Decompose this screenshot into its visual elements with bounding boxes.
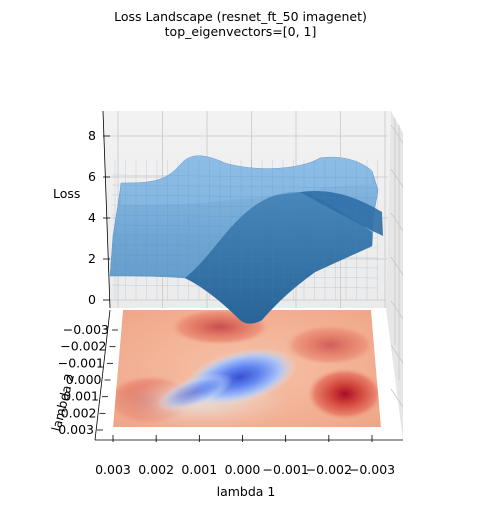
x-tick-label: −0.002 xyxy=(306,462,352,477)
surface-mesh-line xyxy=(111,264,379,269)
right-gridline xyxy=(390,212,404,232)
y-tick-label: 0.001 xyxy=(63,389,99,404)
x-tick-label: −0.003 xyxy=(349,462,395,477)
z-tick-label: 2 xyxy=(88,251,96,266)
loss-surface xyxy=(109,155,383,324)
surface-mesh-line xyxy=(111,274,379,279)
x-axis-label: lambda 1 xyxy=(217,484,276,499)
x-tick-label: 0.002 xyxy=(138,462,174,477)
x-tick-label: 0.001 xyxy=(181,462,217,477)
surface-mesh-line xyxy=(111,194,379,199)
right-gridline xyxy=(390,344,404,364)
y-axis-line xyxy=(94,309,111,441)
z-axis-label: Loss xyxy=(53,186,80,201)
chart-title: Loss Landscape (resnet_ft_50 imagenet) xyxy=(114,9,367,24)
x-tick-label: −0.001 xyxy=(263,462,309,477)
z-axis-line xyxy=(102,110,111,309)
x-tick-label: 0.000 xyxy=(225,462,261,477)
z-tick-label: 0 xyxy=(88,292,96,307)
surface-mesh-line xyxy=(111,184,379,189)
y-tick-label: −0.001 xyxy=(58,355,104,370)
right-gridline xyxy=(390,300,404,320)
right-gridline xyxy=(390,388,404,408)
surface-mesh-line xyxy=(111,254,379,259)
surface-mesh-line xyxy=(111,214,379,219)
surface-mesh-line xyxy=(111,174,379,179)
surface-mesh-line xyxy=(111,244,379,249)
right-gridlines xyxy=(390,118,404,408)
chart-subtitle: top_eigenvectors=[0, 1] xyxy=(164,24,317,39)
y-tick-label: 0.003 xyxy=(58,422,94,437)
z-tick-label: 8 xyxy=(88,128,96,143)
surface-mesh-line xyxy=(111,284,379,289)
y-tick-label: −0.003 xyxy=(63,322,109,337)
x-tick-label: 0.003 xyxy=(95,462,131,477)
z-tick-label: 6 xyxy=(88,169,96,184)
right-gridline xyxy=(390,168,404,188)
surface-mesh-line xyxy=(111,204,379,209)
z-ticks: 0 2 4 6 8 xyxy=(88,128,110,307)
y-tick-label: −0.002 xyxy=(60,339,106,354)
right-gridline xyxy=(390,124,404,144)
z-tick-label: 4 xyxy=(88,210,96,225)
y-tick-label: 0.000 xyxy=(66,372,102,387)
y-tick-label: 0.002 xyxy=(61,405,97,420)
right-gridline xyxy=(390,256,404,276)
contour-floor xyxy=(113,310,381,427)
surface-mesh-line xyxy=(111,224,379,229)
surface-mesh-line xyxy=(111,234,379,239)
x-ticks: 0.003 0.002 0.001 0.000 −0.001−0.002−0.003 xyxy=(95,435,395,477)
